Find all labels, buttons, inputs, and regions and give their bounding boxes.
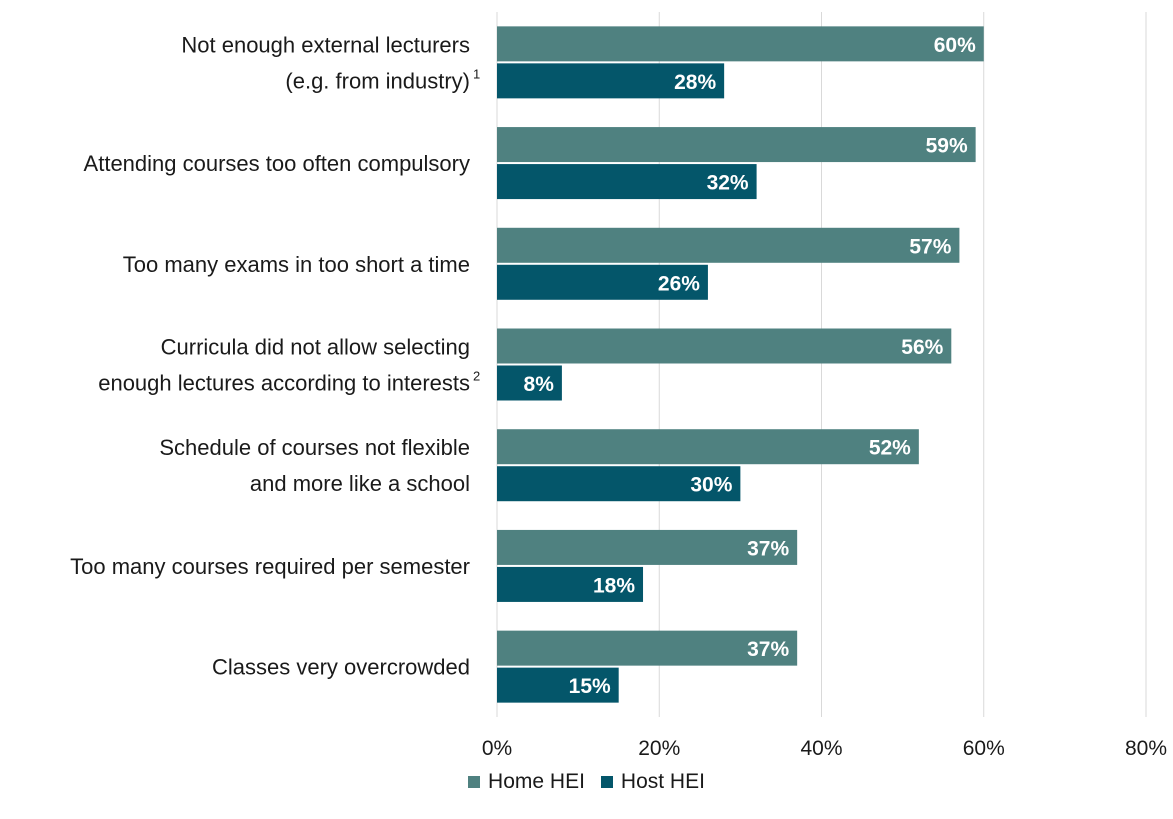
x-tick-label: 40% [800, 737, 842, 760]
legend: Home HEI Host HEI [0, 766, 1173, 798]
bar-home-hei [497, 328, 952, 364]
data-label: 8% [524, 373, 555, 396]
category-label: Schedule of courses not flexible [159, 435, 470, 460]
bar-host-hei [497, 566, 644, 602]
bar-home-hei [497, 630, 798, 666]
bar-home-hei [497, 127, 976, 163]
gridlines [496, 12, 1147, 717]
data-label: 18% [593, 574, 635, 597]
x-axis: 0% 20% 40% 60% 80% [482, 737, 1167, 760]
category-labels: Not enough external lecturers (e.g. from … [70, 32, 480, 679]
legend-label-host: Host HEI [620, 770, 705, 793]
category-label: Attending courses too often compulsory [84, 151, 470, 176]
bar-home-hei [497, 26, 984, 62]
x-tick-label: 20% [638, 737, 680, 760]
bar-host-hei [497, 466, 741, 502]
bar-host-hei [497, 164, 757, 200]
x-tick-label: 60% [963, 737, 1005, 760]
data-label: 37% [747, 537, 789, 560]
data-label: 60% [934, 34, 976, 57]
x-tick-label: 0% [482, 737, 512, 760]
category-label: enough lectures according to interests [98, 371, 470, 396]
bar-chart: 60% 28% 59% 32% 57% 26% 56% 8% 52% 30% 37% 18% 37% 15… [70, 12, 1167, 760]
footnote-marker: 1 [473, 66, 480, 81]
bar-home-hei [497, 529, 798, 565]
category-label: Too many exams in too short a time [123, 252, 470, 277]
x-tick-label: 80% [1125, 737, 1167, 760]
bar-host-hei [497, 264, 708, 300]
footnote-marker: 2 [473, 369, 480, 384]
data-label: 32% [707, 172, 749, 195]
legend-swatch-host [600, 776, 613, 788]
data-label: 15% [569, 675, 611, 698]
legend-item-home: Home HEI [468, 770, 585, 794]
legend-label-home: Home HEI [488, 770, 585, 793]
category-label: Classes very overcrowded [212, 655, 470, 680]
data-label: 57% [909, 235, 951, 258]
data-label: 52% [869, 437, 911, 460]
bar-host-hei [497, 63, 725, 99]
data-label: 30% [690, 474, 732, 497]
data-label: 28% [674, 71, 716, 94]
category-label: and more like a school [250, 471, 470, 496]
data-label: 26% [658, 272, 700, 295]
legend-swatch-home [468, 776, 481, 788]
category-label: Curricula did not allow selecting [161, 335, 470, 360]
category-label: (e.g. from industry) [285, 68, 470, 93]
bar-home-hei [497, 227, 960, 263]
data-label: 56% [901, 336, 943, 359]
bar-host-hei [497, 667, 619, 703]
category-label: Not enough external lecturers [181, 32, 470, 57]
category-label: Too many courses required per semester [70, 554, 470, 579]
bar-home-hei [497, 429, 919, 465]
data-label: 59% [926, 135, 968, 158]
data-label: 37% [747, 638, 789, 661]
legend-item-host: Host HEI [600, 770, 705, 794]
bar-host-hei [497, 365, 562, 401]
bars: 60% 28% 59% 32% 57% 26% 56% 8% 52% 30% 37% 18% 37% 15… [497, 26, 984, 703]
